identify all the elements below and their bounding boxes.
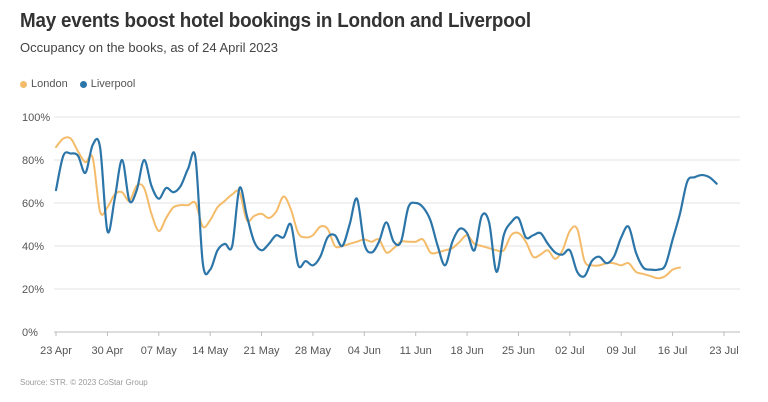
legend-item-liverpool[interactable]: Liverpool [79, 78, 136, 90]
x-tick-label-3: 14 May [192, 345, 229, 357]
x-tick-label-4: 21 May [243, 345, 280, 357]
y-tick-label-5: 100% [22, 112, 50, 124]
legend-label-liverpool: Liverpool [90, 78, 136, 90]
x-tick-label-1: 30 Apr [91, 345, 123, 357]
x-tick-label-6: 04 Jun [348, 345, 381, 357]
x-tick-label-7: 11 Jun [400, 345, 432, 357]
x-tick-label-5: 28 May [295, 345, 332, 357]
chart-title: May events boost hotel bookings in Londo… [20, 10, 531, 32]
x-tick-label-10: 02 Jul [555, 345, 584, 357]
x-tick-label-0: 23 Apr [40, 345, 72, 357]
x-tick-label-9: 25 Jun [502, 345, 535, 357]
series-line-liverpool [54, 137, 718, 278]
y-tick-label-4: 80% [22, 155, 44, 167]
x-tick-label-13: 23 Jul [709, 345, 738, 357]
x-tick-label-8: 18 Jun [451, 345, 484, 357]
legend: London Liverpool [20, 78, 135, 90]
x-tick-label-12: 16 Jul [658, 345, 687, 357]
legend-swatch-liverpool [79, 80, 87, 88]
y-tick-label-1: 20% [22, 284, 44, 296]
y-tick-label-2: 40% [22, 241, 44, 253]
series-line-london [55, 136, 681, 280]
source-note: Source: STR. © 2023 CoStar Group [20, 378, 148, 387]
y-tick-label-3: 60% [22, 198, 44, 210]
x-tick-label-11: 09 Jul [607, 345, 636, 357]
y-tick-label-0: 0% [22, 327, 38, 339]
chart-subtitle: Occupancy on the books, as of 24 April 2… [20, 40, 279, 55]
x-tick-label-2: 07 May [141, 345, 178, 357]
legend-item-london[interactable]: London [20, 78, 68, 90]
legend-swatch-london [20, 80, 27, 88]
legend-label-london: London [31, 78, 68, 90]
